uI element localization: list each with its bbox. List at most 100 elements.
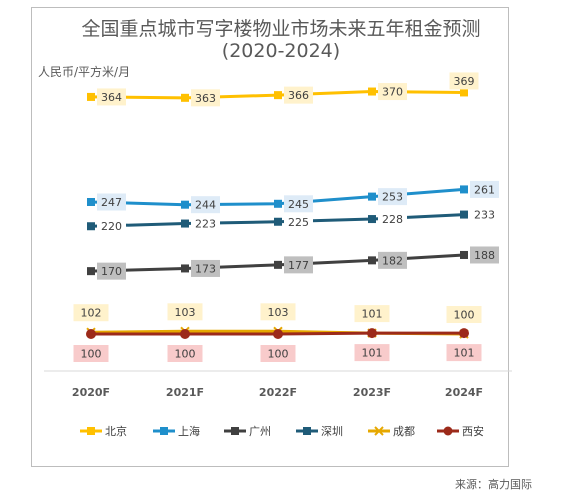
- data-label-西安-1: 100: [167, 345, 203, 362]
- svg-text:223: 223: [195, 218, 216, 231]
- legend-label-成都: 成都: [393, 425, 415, 438]
- chart-frame: [31, 7, 509, 467]
- data-label-成都-0: 102: [73, 304, 109, 322]
- svg-text:188: 188: [474, 249, 495, 262]
- svg-text:363: 363: [195, 92, 216, 105]
- data-point-西安-4: [459, 328, 469, 339]
- legend-label-深圳: 深圳: [321, 425, 343, 438]
- svg-text:245: 245: [288, 198, 309, 211]
- data-label-上海-2: 245: [284, 195, 313, 213]
- data-label-上海-4: 261: [470, 180, 499, 198]
- svg-text:103: 103: [268, 306, 289, 319]
- data-point-上海-2: [274, 199, 282, 208]
- svg-text:102: 102: [81, 307, 102, 320]
- data-label-上海-0: 247: [97, 193, 126, 211]
- data-label-成都-2: 103: [260, 303, 296, 321]
- data-label-广州-3: 182: [378, 251, 407, 269]
- data-label-西安-0: 100: [73, 345, 109, 362]
- data-point-北京-3: [368, 87, 376, 96]
- data-label-广州-2: 177: [284, 256, 313, 274]
- data-label-成都-1: 103: [167, 303, 203, 321]
- svg-text:247: 247: [101, 196, 122, 209]
- svg-text:182: 182: [382, 254, 403, 267]
- data-point-深圳-0: [87, 222, 95, 231]
- data-point-广州-0: [87, 267, 95, 276]
- legend-item-上海: 上海: [153, 424, 200, 438]
- svg-text:103: 103: [175, 306, 196, 319]
- svg-text:101: 101: [362, 308, 383, 321]
- chart-title: 全国重点城市写字楼物业市场未来五年租金预测: [81, 18, 481, 40]
- series-上海: 247 244 245 253 261: [87, 180, 499, 214]
- svg-text:225: 225: [288, 216, 309, 229]
- series-广州: 170 173 177 182 188: [87, 246, 499, 280]
- series-北京: 364 363 366 370 369: [87, 72, 479, 107]
- data-label-上海-3: 253: [378, 188, 407, 206]
- data-point-上海-4: [460, 185, 468, 194]
- data-point-西安-1: [180, 329, 190, 339]
- data-label-成都-4: 100: [446, 306, 482, 323]
- x-tick-label-2024F: 2024F: [445, 386, 483, 399]
- legend-item-北京: 北京: [80, 424, 127, 438]
- svg-text:370: 370: [382, 86, 403, 99]
- data-label-深圳-3: 228: [378, 210, 407, 228]
- data-point-深圳-3: [368, 215, 376, 224]
- svg-text:100: 100: [81, 348, 102, 361]
- data-point-深圳-4: [460, 210, 468, 219]
- svg-text:100: 100: [454, 309, 475, 322]
- data-label-深圳-1: 223: [191, 215, 220, 233]
- data-point-上海-3: [368, 192, 376, 201]
- data-label-深圳-0: 220: [97, 217, 126, 235]
- data-point-深圳-2: [274, 217, 282, 226]
- data-label-北京-2: 366: [284, 86, 313, 104]
- svg-text:101: 101: [454, 347, 475, 360]
- legend-label-上海: 上海: [178, 424, 200, 438]
- data-label-西安-4: 101: [446, 344, 482, 362]
- legend: 北京 上海 广州 深圳 成都 西安: [80, 424, 484, 438]
- source-note: 来源：高力国际: [455, 478, 532, 491]
- data-label-北京-0: 364: [97, 88, 126, 106]
- data-label-广州-0: 170: [97, 262, 126, 280]
- x-tick-label-2021F: 2021F: [166, 386, 204, 399]
- data-label-西安-2: 100: [260, 345, 296, 362]
- data-label-北京-1: 363: [191, 89, 220, 107]
- legend-item-西安: 西安: [437, 424, 484, 438]
- legend-item-深圳: 深圳: [296, 425, 343, 438]
- svg-text:261: 261: [474, 183, 495, 196]
- data-label-广州-4: 188: [470, 246, 499, 264]
- data-point-广州-1: [181, 264, 189, 273]
- data-point-广州-4: [460, 250, 468, 259]
- y-axis-unit-label: 人民币/平方米/月: [38, 65, 131, 79]
- svg-text:220: 220: [101, 220, 122, 233]
- x-tick-label-2022F: 2022F: [259, 386, 297, 399]
- svg-text:170: 170: [101, 265, 122, 278]
- data-point-上海-1: [181, 200, 189, 209]
- svg-text:177: 177: [288, 259, 309, 272]
- data-point-广州-2: [274, 260, 282, 269]
- data-point-北京-2: [274, 91, 282, 100]
- legend-label-西安: 西安: [462, 424, 484, 438]
- data-point-西安-0: [86, 329, 96, 339]
- series-西安: 100 100 100 101 101: [73, 328, 482, 362]
- data-label-西安-3: 101: [354, 344, 390, 362]
- data-point-北京-0: [87, 92, 95, 101]
- data-label-北京-3: 370: [378, 83, 407, 101]
- svg-text:101: 101: [362, 347, 383, 360]
- svg-text:100: 100: [175, 348, 196, 361]
- data-label-成都-3: 101: [354, 305, 390, 323]
- svg-text:228: 228: [382, 213, 403, 226]
- x-tick-label-2023F: 2023F: [353, 386, 391, 399]
- legend-label-北京: 北京: [105, 424, 127, 438]
- data-point-北京-1: [181, 93, 189, 102]
- data-label-北京-4: 369: [449, 72, 479, 90]
- data-point-北京-4: [460, 88, 468, 97]
- x-tick-label-2020F: 2020F: [72, 386, 110, 399]
- data-label-上海-1: 244: [191, 196, 220, 214]
- data-label-深圳-2: 225: [284, 213, 313, 231]
- data-point-上海-0: [87, 197, 95, 206]
- data-point-深圳-1: [181, 219, 189, 228]
- data-point-广州-3: [368, 256, 376, 265]
- svg-text:369: 369: [454, 75, 475, 88]
- svg-text:173: 173: [195, 262, 216, 275]
- svg-text:253: 253: [382, 191, 403, 204]
